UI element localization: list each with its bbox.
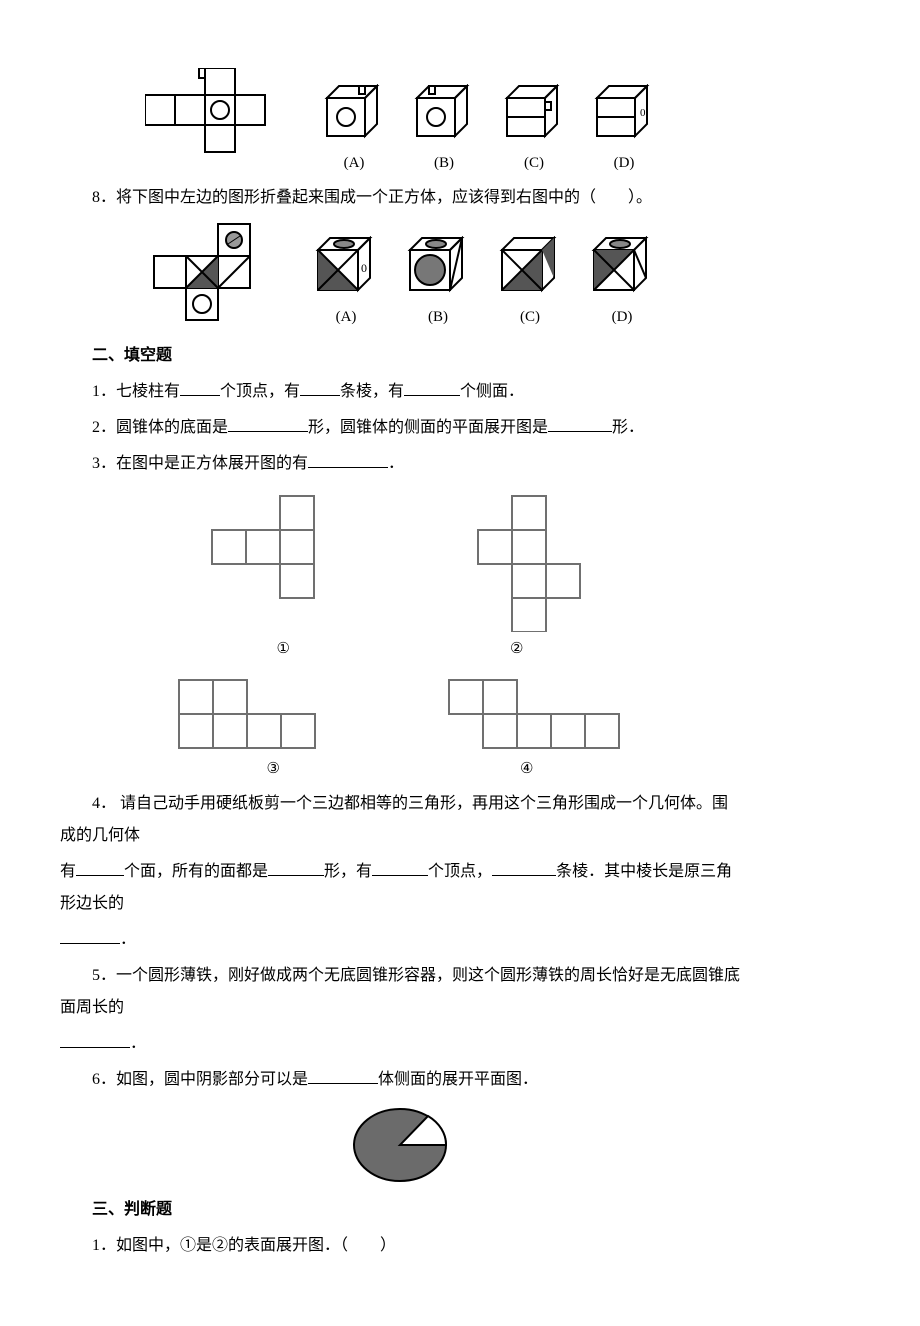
q7-label-a: (A) [344,148,365,178]
blank [228,415,308,432]
net-2 [470,492,590,632]
q7-cube-b [413,84,475,142]
blank [308,451,388,468]
q8-label-a: (A) [336,302,357,332]
blank [308,1067,378,1084]
q7-cube-c [503,84,565,142]
q7-option-d: 0 (D) [593,84,655,178]
q8-net [146,222,286,332]
blank [268,859,324,876]
s2-q4-a: 有 [60,863,76,880]
q8-option-c: (C) [498,236,562,332]
s2-q5-post: ． [130,1035,146,1052]
s2-q1: 1．七棱柱有 个顶点，有 条棱，有 个侧面． [60,376,740,408]
s3-q1: 1．如图中，①是②的表面展开图．（ ） [60,1230,740,1262]
s2-q2-c: 形． [612,419,644,436]
page: (A) (B) [0,0,800,1326]
s2-q1-d: 个侧面． [460,383,524,400]
svg-text:0: 0 [361,261,367,275]
q8-option-a: 0 (A) [314,236,378,332]
s2-q6-b: 体侧面的展开平面图． [378,1071,538,1088]
q8-label-c: (C) [520,302,540,332]
net3-label: ③ [267,754,280,784]
s2-q5-l2: ． [60,1028,740,1060]
s2-q4-l2: 有个面，所有的面都是形，有个顶点，条棱．其中棱长是原三角形边长的 [60,856,740,920]
q8-net-svg [146,222,286,332]
s2-q2-b: 形，圆锥体的侧面的平面展开图是 [308,419,548,436]
s2-q4-l1: 4． 请自己动手用硬纸板剪一个三边都相等的三角形，再用这个三角形围成一个几何体。… [60,788,740,852]
q8-cube-d [590,236,654,296]
section3-title: 三、判断题 [60,1194,740,1226]
q8-text: 8．将下图中左边的图形折叠起来围成一个正方体，应该得到右图中的（ ）。 [60,182,740,214]
blank [180,379,220,396]
blank [548,415,612,432]
blank [60,927,120,944]
s2-q4-d: 个顶点， [428,863,492,880]
net-1 [210,492,350,602]
blank [372,859,428,876]
section2-title: 二、填空题 [60,340,740,372]
s2-q2-a: 2．圆锥体的底面是 [92,419,228,436]
s2-q6-a: 6．如图，圆中阴影部分可以是 [92,1071,308,1088]
s2-q4-l3-post: ． [120,931,136,948]
net4-label: ④ [520,754,533,784]
q8-label-b: (B) [428,302,448,332]
q7-figure-row: (A) (B) [60,68,740,178]
q7-option-a: (A) [323,84,385,178]
s2-q4-b: 个面，所有的面都是 [124,863,268,880]
blank [492,859,556,876]
s2-q3-labels-row2: ③ ④ [60,754,740,784]
q8-option-d: (D) [590,236,654,332]
q7-label-c: (C) [524,148,544,178]
s2-q3-a: 3．在图中是正方体展开图的有 [92,455,308,472]
s2-q1-b: 个顶点，有 [220,383,300,400]
net2-label: ② [510,634,523,664]
q7-net-svg [145,68,295,178]
s2-q3-labels-row1: ① ② [60,634,740,664]
s2-q4-l3: ． [60,924,740,956]
net1-label: ① [277,634,290,664]
q7-cube-a [323,84,385,142]
pie-icon [350,1104,450,1186]
q7-option-c: (C) [503,84,565,178]
q8-option-b: (B) [406,236,470,332]
q8-figure-row: 0 (A) (B) [60,222,740,332]
s2-q2: 2．圆锥体的底面是 形，圆锥体的侧面的平面展开图是 形． [60,412,740,444]
s2-q3-nets-row1 [60,492,740,632]
blank [404,379,460,396]
s2-q1-c: 条棱，有 [340,383,404,400]
s2-q3: 3．在图中是正方体展开图的有 ． [60,448,740,480]
q7-label-d: (D) [614,148,635,178]
s2-q1-a: 1．七棱柱有 [92,383,180,400]
s2-q4-c: 形，有 [324,863,372,880]
s2-q3-nets-row2 [60,676,740,752]
q7-net [145,68,295,178]
s2-q6: 6．如图，圆中阴影部分可以是 体侧面的展开平面图． [60,1064,740,1096]
s2-q5-l1: 5．一个圆形薄铁，刚好做成两个无底圆锥形容器，则这个圆形薄铁的周长恰好是无底圆锥… [60,960,740,1024]
q7-cube-d: 0 [593,84,655,142]
blank [60,1031,130,1048]
s2-q3-b: ． [388,455,404,472]
blank [76,859,124,876]
q7-label-b: (B) [434,148,454,178]
q8-cube-a: 0 [314,236,378,296]
q8-cube-b [406,236,470,296]
q8-cube-c [498,236,562,296]
blank [300,379,340,396]
net-4 [445,676,625,752]
s2-q6-figure [60,1104,740,1186]
net-3 [175,676,355,752]
q8-label-d: (D) [612,302,633,332]
svg-text:0: 0 [640,107,646,119]
q7-option-b: (B) [413,84,475,178]
